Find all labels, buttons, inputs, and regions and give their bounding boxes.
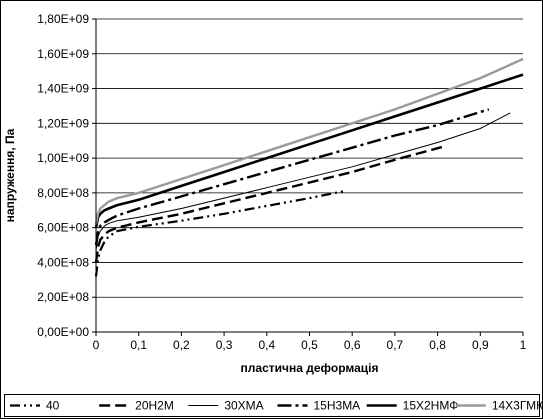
x-tick-label: 0,2 [173,338,190,352]
x-tick-label: 0,4 [258,338,275,352]
x-tick-label: 0,3 [216,338,233,352]
series-line-2 [95,112,511,251]
y-axis-title: напруження, Па [3,128,17,222]
series-line-5 [94,57,524,225]
y-tick-label: 0,00E+00 [37,325,89,339]
x-tick-label: 0 [93,338,100,352]
x-tick-label: 0,1 [130,338,147,352]
y-tick-label: 1,00E+09 [37,151,89,165]
x-tick-label: 0,6 [344,338,361,352]
series-line-0 [94,190,344,277]
legend: 40 20Н2М 30ХМА 15Н3МА 15Х2НМФ 14Х3ГМЮ [4,394,543,417]
legend-box [4,394,540,417]
y-tick-label: 1,40E+09 [37,82,89,96]
legend-label-2: 30ХМА [224,399,263,413]
series-line-3 [94,108,490,246]
x-tick-label: 0,8 [429,338,446,352]
x-tick-label: 0,7 [387,338,404,352]
y-tick-label: 8,00E+08 [37,186,89,200]
y-tick-label: 1,80E+09 [37,12,89,26]
legend-label-5: 14Х3ГМЮ [492,399,543,413]
legend-label-1: 20Н2М [135,399,174,413]
legend-label-0: 40 [46,399,60,413]
y-tick-label: 1,60E+09 [37,47,89,61]
y-tick-label: 2,00E+08 [37,290,89,304]
y-tick-label: 4,00E+08 [37,255,89,269]
x-tick-label: 0,5 [301,338,318,352]
y-tick-label: 6,00E+08 [37,221,89,235]
x-axis-title: пластична деформація [241,361,379,375]
legend-label-3: 15Н3МА [314,399,361,413]
x-tick-label: 0,9 [472,338,489,352]
legend-label-4: 15Х2НМФ [403,399,459,413]
series-line-1 [94,144,447,263]
x-tick-label: 1 [520,338,527,352]
series-line-4 [94,73,524,228]
series-layer [94,57,524,277]
y-tick-label: 1,20E+09 [37,116,89,130]
axis-layer: 0,00E+00 2,00E+08 4,00E+08 6,00E+08 8,00E+08… [37,12,526,352]
